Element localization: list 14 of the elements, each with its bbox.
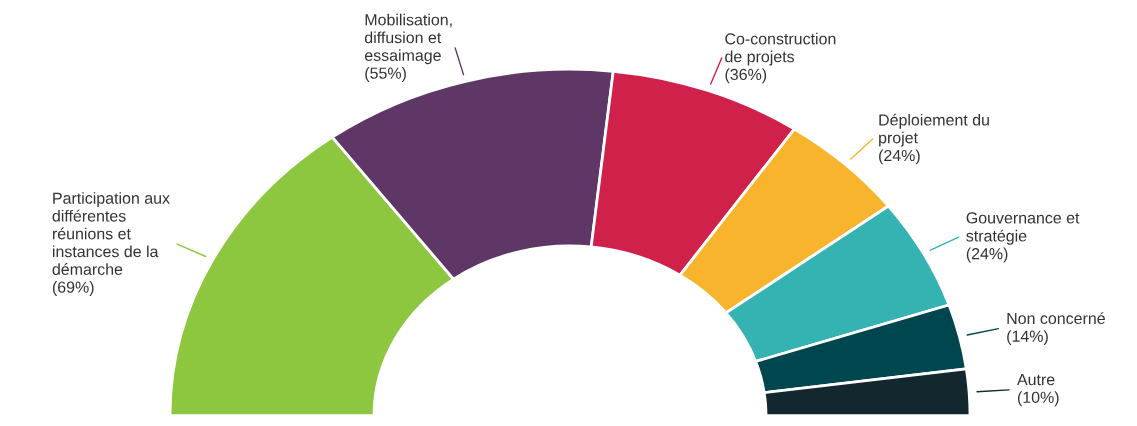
slice-label: Participation aux différentes réunions et instances de la démarche xyxy=(52,192,170,275)
data-label: (14%) xyxy=(1007,330,1048,346)
slice-label: Gouvernance et stratégie xyxy=(966,212,1080,245)
data-label: (69%) xyxy=(52,281,94,296)
slice-label: Co-construction de projets xyxy=(725,32,836,66)
data-label: (24%) xyxy=(879,149,920,165)
slice-label: Mobilisation, diffusion et essaimage xyxy=(364,13,452,65)
slice-label: Déploiement du projet xyxy=(879,113,989,147)
slice-label: Non concerné xyxy=(1007,312,1105,325)
slice-label: Autre xyxy=(1017,374,1055,386)
data-label: (24%) xyxy=(966,247,1008,263)
data-label: (10%) xyxy=(1017,391,1059,407)
data-label: (36%) xyxy=(725,68,767,84)
data-label: (55%) xyxy=(365,67,406,82)
